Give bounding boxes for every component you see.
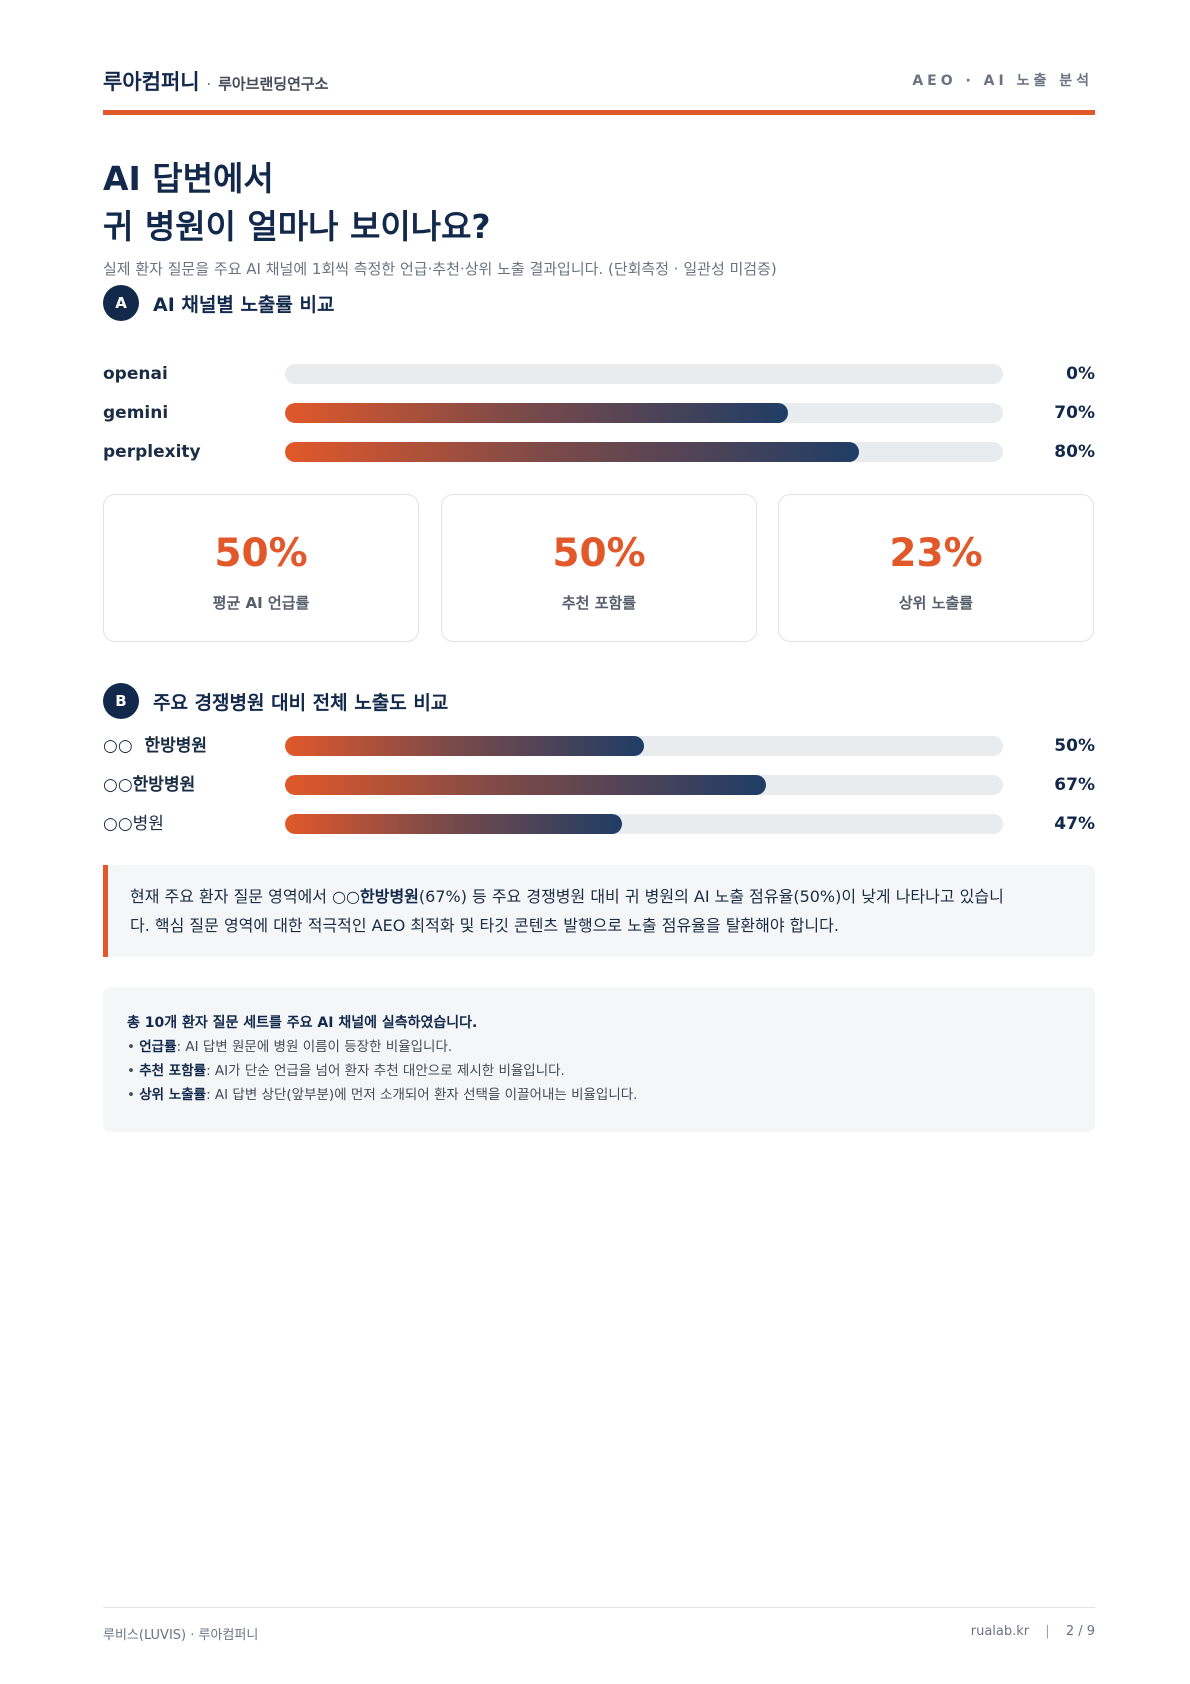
title-line-2: 귀 병원이 얼마나 보이나요? bbox=[103, 207, 491, 246]
notes-lead: 총 10개 환자 질문 세트를 주요 AI 채널에 실측하였습니다. bbox=[127, 1015, 478, 1031]
channel-row-openai: openai 0% bbox=[103, 363, 1095, 385]
brand: 루아컴퍼니 · 루아브랜딩연구소 bbox=[103, 66, 328, 96]
stat-label: 추천 포함률 bbox=[561, 594, 637, 612]
bar-fill bbox=[285, 736, 644, 756]
bar-label: openai bbox=[103, 364, 168, 384]
callout-highlight: 한방병원 bbox=[360, 887, 419, 906]
bar-fill bbox=[285, 442, 860, 462]
footer-divider: | bbox=[1045, 1624, 1050, 1639]
footer-site-link[interactable]: rualab.kr bbox=[970, 1624, 1030, 1639]
notes-desc: : AI가 단순 언급을 넘어 환자 추천 대안으로 제시한 비율입니다. bbox=[206, 1063, 565, 1079]
bar-value: 47% bbox=[1054, 814, 1095, 834]
bar-fill bbox=[285, 775, 767, 795]
section-b-title: 주요 경쟁병원 대비 전체 노출도 비교 bbox=[153, 691, 449, 714]
insight-callout: 현재 주요 환자 질문 영역에서 ○○한방병원(67%) 등 주요 경쟁병원 대… bbox=[103, 865, 1095, 957]
notes-desc: : AI 답변 상단(앞부분)에 먼저 소개되어 환자 선택을 이끌어내는 비율… bbox=[206, 1087, 638, 1103]
bar-value: 70% bbox=[1054, 403, 1095, 423]
bar-track bbox=[285, 442, 1003, 462]
methodology-notes: 총 10개 환자 질문 세트를 주요 AI 채널에 실측하였습니다. • 언급률… bbox=[103, 987, 1095, 1132]
title-line-1: AI 답변에서 bbox=[103, 159, 274, 198]
callout-text-2: (67%) 등 주요 경쟁병원 대비 귀 병원의 AI 노출 점유율(50%)이… bbox=[418, 887, 1004, 906]
stat-card-top: 23% 상위 노출률 bbox=[778, 494, 1094, 642]
bar-label: perplexity bbox=[103, 442, 201, 462]
bar-value: 67% bbox=[1054, 775, 1095, 795]
section-a-title: AI 채널별 노출률 비교 bbox=[153, 293, 335, 316]
page-subtitle: 실제 환자 질문을 주요 AI 채널에 1회씩 측정한 언급·추천·상위 노출 … bbox=[103, 260, 777, 278]
bar-fill bbox=[285, 814, 623, 834]
bar-label: ○○한방병원 bbox=[103, 775, 196, 795]
page-title: AI 답변에서 귀 병원이 얼마나 보이나요? bbox=[103, 155, 491, 251]
bar-label: gemini bbox=[103, 403, 169, 423]
competitor-row: ○○한방병원 67% bbox=[103, 774, 1095, 796]
stat-value: 50% bbox=[552, 531, 646, 576]
footer-credit: 루비스(LUVIS) · 루아컴퍼니 bbox=[103, 1628, 259, 1643]
notes-desc: : AI 답변 원문에 병원 이름이 등장한 비율입니다. bbox=[176, 1039, 453, 1055]
section-b-badge: B bbox=[103, 683, 139, 719]
notes-term: 상위 노출률 bbox=[139, 1087, 207, 1103]
page-header: 루아컴퍼니 · 루아브랜딩연구소 AEO · AI 노출 분석 bbox=[103, 62, 1095, 115]
brand-name: 루아컴퍼니 bbox=[103, 70, 200, 94]
bar-value: 80% bbox=[1054, 442, 1095, 462]
footer-meta: rualab.kr | 2 / 9 bbox=[971, 1624, 1095, 1639]
bullet: • bbox=[127, 1087, 135, 1103]
bar-track bbox=[285, 814, 1003, 834]
page-number: 2 / 9 bbox=[1065, 1624, 1095, 1639]
header-tag: AEO · AI 노출 분석 bbox=[912, 73, 1093, 89]
section-a-header: A AI 채널별 노출률 비교 bbox=[103, 285, 334, 321]
channel-row-perplexity: perplexity 80% bbox=[103, 441, 1095, 463]
notes-item: • 언급률: AI 답변 원문에 병원 이름이 등장한 비율입니다. bbox=[127, 1035, 1071, 1059]
bar-value: 50% bbox=[1054, 736, 1095, 756]
bar-track bbox=[285, 775, 1003, 795]
bar-fill bbox=[285, 403, 788, 423]
notes-term: 추천 포함률 bbox=[139, 1063, 207, 1079]
bar-label: ○○병원 bbox=[103, 814, 164, 834]
section-b-header: B 주요 경쟁병원 대비 전체 노출도 비교 bbox=[103, 683, 448, 719]
stat-label: 상위 노출률 bbox=[898, 594, 974, 612]
brand-separator: · bbox=[206, 77, 212, 93]
callout-text-3: 다. 핵심 질문 영역에 대한 적극적인 AEO 최적화 및 타깃 콘텐츠 발행… bbox=[130, 916, 839, 935]
notes-item: • 상위 노출률: AI 답변 상단(앞부분)에 먼저 소개되어 환자 선택을 … bbox=[127, 1083, 1071, 1107]
stat-value: 50% bbox=[214, 531, 308, 576]
bullet: • bbox=[127, 1039, 135, 1055]
bar-label: ○○ 한방병원 bbox=[103, 736, 208, 756]
callout-text-1: 현재 주요 환자 질문 영역에서 ○○ bbox=[130, 887, 360, 906]
bar-value: 0% bbox=[1066, 364, 1095, 384]
section-a-badge: A bbox=[103, 285, 139, 321]
bar-track bbox=[285, 736, 1003, 756]
notes-term: 언급률 bbox=[139, 1039, 177, 1055]
stat-label: 평균 AI 언급률 bbox=[212, 594, 310, 612]
channel-row-gemini: gemini 70% bbox=[103, 402, 1095, 424]
page-footer: 루비스(LUVIS) · 루아컴퍼니 rualab.kr | 2 / 9 bbox=[103, 1607, 1095, 1648]
stat-value: 23% bbox=[889, 531, 983, 576]
stat-card-recommend: 50% 추천 포함률 bbox=[441, 494, 757, 642]
bar-track bbox=[285, 364, 1003, 384]
stat-card-mention: 50% 평균 AI 언급률 bbox=[103, 494, 419, 642]
brand-sub: 루아브랜딩연구소 bbox=[218, 75, 329, 93]
notes-item: • 추천 포함률: AI가 단순 언급을 넘어 환자 추천 대안으로 제시한 비… bbox=[127, 1059, 1071, 1083]
competitor-row: ○○ 한방병원 50% bbox=[103, 735, 1095, 757]
competitor-row: ○○병원 47% bbox=[103, 813, 1095, 835]
bullet: • bbox=[127, 1063, 135, 1079]
bar-track bbox=[285, 403, 1003, 423]
